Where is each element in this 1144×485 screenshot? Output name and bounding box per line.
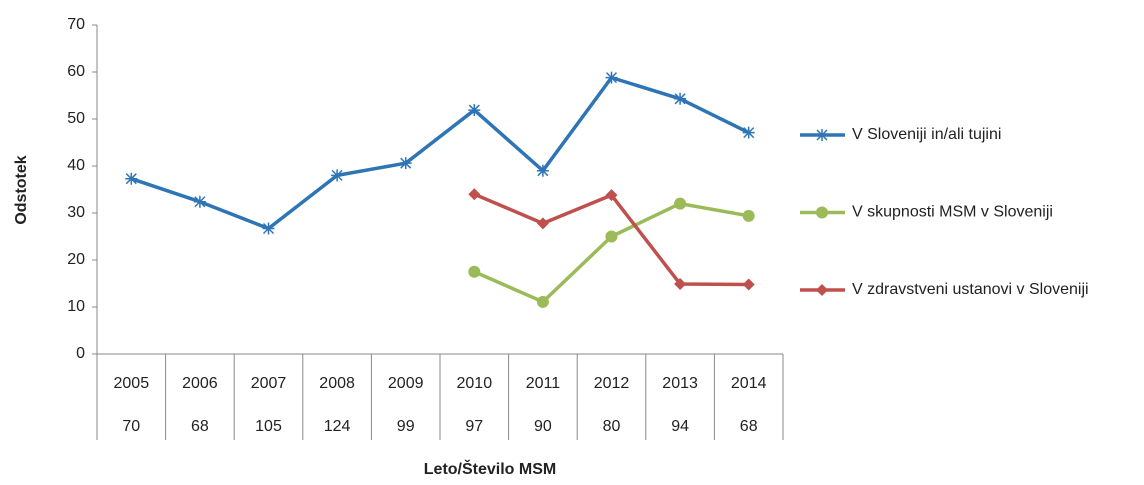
- x-tick-label: 2005: [114, 375, 150, 392]
- point: [399, 157, 412, 170]
- y-tick-label: 40: [67, 157, 85, 174]
- series-line: [130, 75, 750, 231]
- point: [816, 284, 828, 296]
- point: [536, 295, 549, 308]
- y-tick-label: 70: [67, 16, 85, 33]
- point: [742, 126, 755, 139]
- point: [536, 217, 549, 230]
- point: [468, 104, 481, 117]
- x-tick-label: 2009: [388, 375, 424, 392]
- category-count: 68: [191, 418, 209, 435]
- point: [742, 209, 755, 222]
- point: [742, 278, 755, 291]
- y-tick-label: 30: [67, 204, 85, 221]
- point: [674, 92, 687, 105]
- point: [816, 206, 828, 219]
- category-count: 124: [324, 418, 351, 435]
- point: [125, 172, 138, 185]
- x-tick-label: 2014: [731, 375, 767, 392]
- point: [468, 265, 481, 278]
- point: [262, 222, 275, 235]
- x-tick-label: 2010: [457, 375, 493, 392]
- point: [193, 195, 206, 208]
- category-count: 99: [397, 418, 415, 435]
- point: [605, 189, 618, 202]
- point: [605, 71, 618, 84]
- y-tick-label: 0: [76, 345, 85, 362]
- x-tick-label: 2013: [662, 375, 698, 392]
- x-tick-label: 2012: [594, 375, 630, 392]
- y-tick-label: 10: [67, 298, 85, 315]
- category-count: 70: [122, 418, 140, 435]
- legend-label: V zdravstveni ustanovi v Sloveniji: [852, 281, 1089, 298]
- y-tick-label: 50: [67, 110, 85, 127]
- point: [674, 197, 687, 210]
- y-tick-label: 60: [67, 63, 85, 80]
- point: [536, 164, 549, 177]
- point: [468, 188, 481, 201]
- y-axis-label: Odstotek: [13, 155, 30, 224]
- category-count: 68: [740, 418, 758, 435]
- x-tick-label: 2011: [526, 375, 561, 392]
- legend-label: V Sloveniji in/ali tujini: [852, 126, 1001, 143]
- x-tick-label: 2008: [319, 375, 355, 392]
- point: [331, 169, 344, 182]
- category-count: 80: [603, 418, 621, 435]
- category-count: 97: [465, 418, 483, 435]
- point: [816, 129, 828, 141]
- category-count: 105: [255, 418, 282, 435]
- x-tick-label: 2006: [182, 375, 218, 392]
- x-tick-label: 2007: [251, 375, 287, 392]
- point: [605, 230, 618, 243]
- x-axis-label: Leto/Število MSM: [424, 459, 556, 478]
- category-count: 90: [534, 418, 552, 435]
- point: [674, 277, 687, 290]
- legend-label: V skupnosti MSM v Sloveniji: [852, 204, 1053, 221]
- y-tick-label: 20: [67, 251, 85, 268]
- category-count: 94: [671, 418, 689, 435]
- series-line: [473, 201, 750, 304]
